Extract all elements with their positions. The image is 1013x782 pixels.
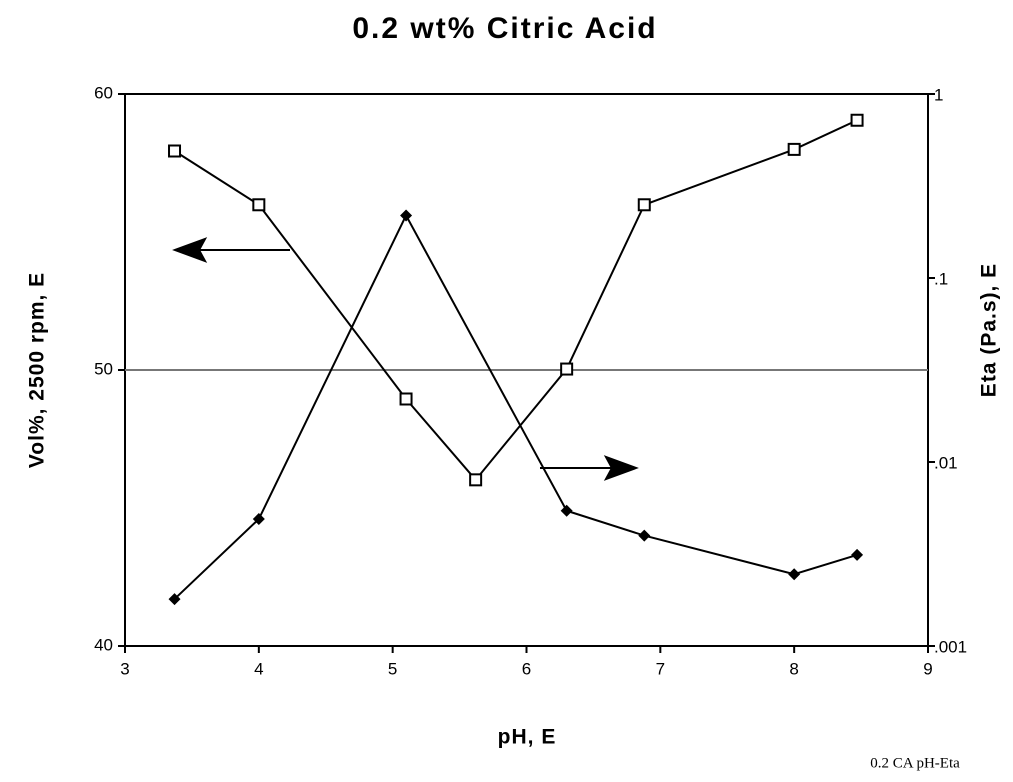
- series-line: [173, 213, 858, 600]
- diamond-marker: [788, 568, 801, 581]
- square-marker: [469, 473, 483, 487]
- y2-tick-label: .1: [934, 269, 948, 288]
- chart-title: 0.2 wt% Citric Acid: [352, 12, 657, 45]
- square-marker: [399, 392, 413, 406]
- right-arrow: [540, 455, 639, 481]
- diamond-marker: [400, 209, 413, 222]
- diamond-marker: [168, 593, 181, 606]
- y-tick-label: 50: [94, 359, 113, 378]
- y2-tick-label: 1: [934, 85, 943, 104]
- y2-axis-label: Eta (Pa.s), E: [978, 263, 1001, 397]
- square-marker: [252, 198, 266, 212]
- left-arrow: [172, 237, 290, 263]
- square-marker: [787, 142, 801, 156]
- square-marker: [168, 144, 182, 158]
- x-tick-label: 3: [120, 659, 129, 678]
- diamond-marker: [638, 529, 651, 542]
- x-tick-label: 7: [656, 659, 665, 678]
- y2-tick-label: .001: [934, 637, 967, 656]
- x-tick-label: 5: [388, 659, 397, 678]
- y-tick-label: 60: [94, 83, 113, 102]
- diamond-marker: [252, 513, 265, 526]
- x-tick-label: 6: [522, 659, 531, 678]
- square-marker: [850, 113, 864, 127]
- x-tick-label: 9: [923, 659, 932, 678]
- x-tick-label: 4: [254, 659, 263, 678]
- x-tick-label: 8: [789, 659, 798, 678]
- diamond-marker: [851, 548, 864, 561]
- y-axis-label: Vol%, 2500 rpm, E: [26, 272, 49, 468]
- x-axis-label: pH, E: [498, 726, 557, 749]
- square-marker: [637, 198, 651, 212]
- y2-tick-label: .01: [934, 453, 958, 472]
- square-marker: [560, 362, 574, 376]
- footnote: 0.2 CA pH-Eta: [870, 755, 960, 771]
- y-tick-label: 40: [94, 635, 113, 654]
- diamond-marker: [560, 504, 573, 517]
- series-line: [173, 119, 858, 482]
